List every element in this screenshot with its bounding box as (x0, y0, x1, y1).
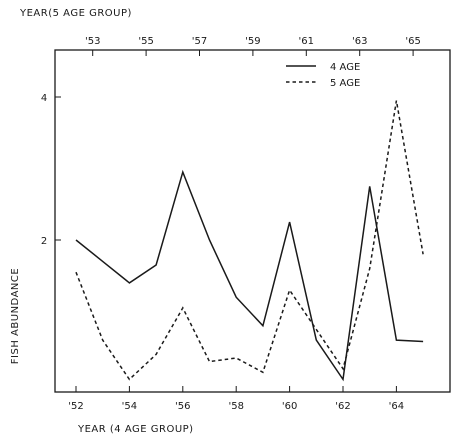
x-tick-label: '54 (122, 401, 137, 412)
bottom-axis: '52 '54 '56 '58 '60 '62 '64 (68, 386, 404, 412)
y-tick-label: 4 (41, 93, 47, 104)
legend-label-4-age: 4 AGE (330, 62, 360, 73)
x2-tick-label: '59 (245, 36, 260, 47)
series-lines (75, 100, 424, 382)
x2-tick-label: '53 (85, 36, 100, 47)
x2-tick-label: '65 (405, 36, 420, 47)
legend: 4 AGE 5 AGE (286, 62, 360, 89)
x-tick-label: '56 (175, 401, 190, 412)
y-axis: 24 (41, 93, 61, 247)
x2-tick-label: '57 (192, 36, 207, 47)
y-axis-label: FISH ABUNDANCE (10, 268, 21, 364)
plot-frame (54, 49, 451, 393)
x2-tick-label: '55 (138, 36, 153, 47)
series-line-5-age (75, 100, 424, 381)
x-tick-label: '58 (228, 401, 243, 412)
x-tick-label: '60 (282, 401, 297, 412)
x2-tick-label: '61 (299, 36, 314, 47)
top-axis-label: YEAR(5 AGE GROUP) (19, 8, 132, 19)
x-tick-label: '62 (335, 401, 350, 412)
y-tick-label: 2 (41, 236, 47, 247)
top-axis: '53 '55 '57 '59 '61 '63 '65 (85, 36, 421, 56)
bottom-axis-label: YEAR (4 AGE GROUP) (77, 424, 194, 435)
legend-label-5-age: 5 AGE (330, 78, 360, 89)
x-tick-label: '64 (389, 401, 404, 412)
x-tick-label: '52 (68, 401, 83, 412)
x2-tick-label: '63 (352, 36, 367, 47)
series-line-4-age (75, 169, 424, 382)
